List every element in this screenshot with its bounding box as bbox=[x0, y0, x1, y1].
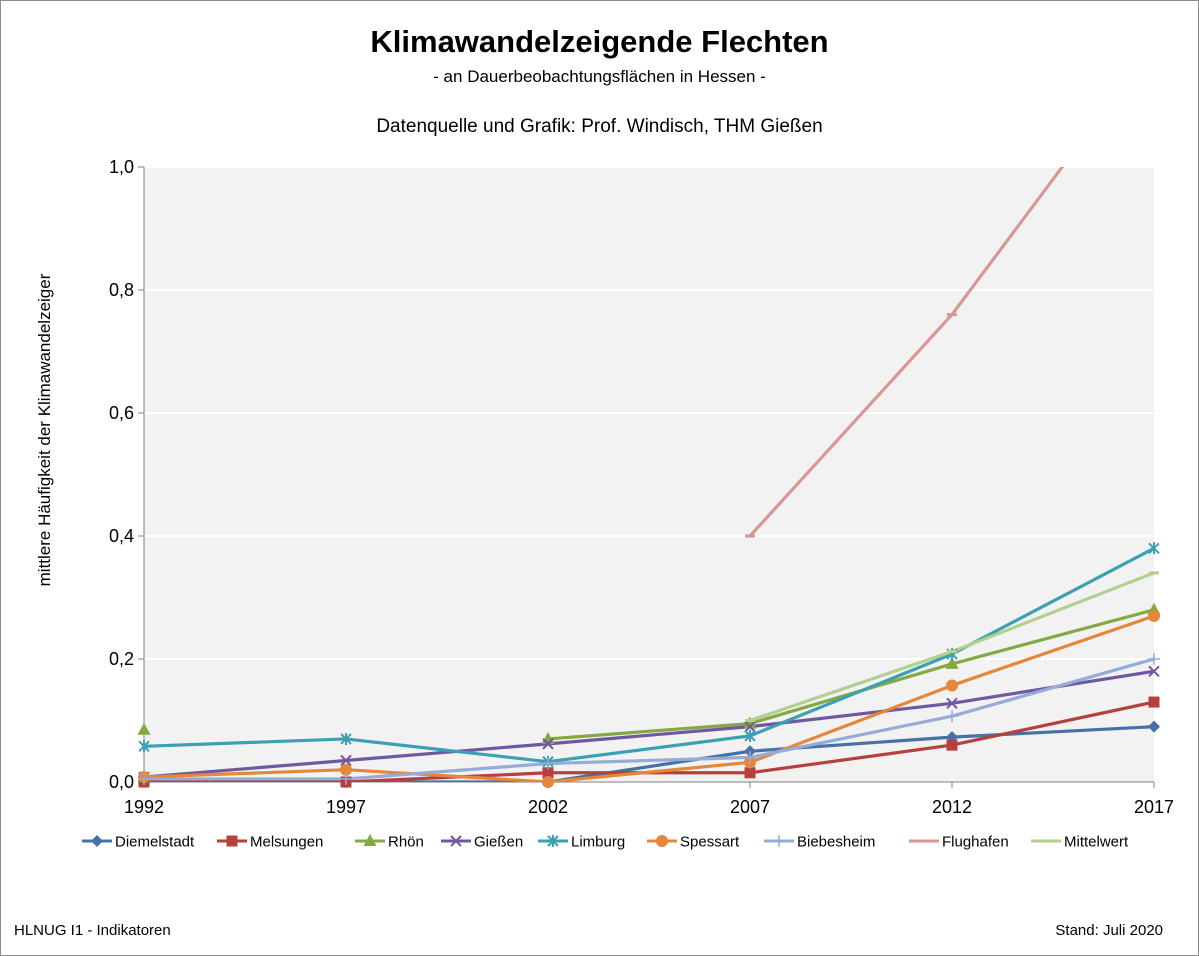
data-point-limburg bbox=[744, 729, 756, 742]
legend-label-spessart: Spessart bbox=[680, 834, 740, 851]
series-line-limburg bbox=[144, 546, 1154, 764]
legend-label-limburg: Limburg bbox=[571, 834, 625, 851]
data-point-rhön bbox=[137, 722, 151, 735]
data-point-melsungen bbox=[1148, 696, 1160, 708]
data-point-gießen bbox=[340, 754, 352, 767]
y-axis-label: mittlere Häufigkeit der Klimawandelzeige… bbox=[35, 273, 54, 586]
footer-left: HLNUG I1 - Indikatoren bbox=[14, 922, 171, 939]
data-point-limburg bbox=[340, 732, 352, 745]
data-point-biebesheim bbox=[138, 772, 150, 785]
legend-label-mittelwert: Mittelwert bbox=[1064, 834, 1129, 851]
data-point-spessart bbox=[1148, 609, 1160, 622]
data-point-gießen bbox=[542, 738, 554, 750]
data-point-spessart bbox=[542, 776, 554, 788]
data-point-rhön bbox=[743, 716, 757, 729]
legend-label-melsungen: Melsungen bbox=[250, 834, 323, 851]
x-tick-label: 2017 bbox=[1134, 797, 1174, 817]
data-point-gießen bbox=[946, 697, 958, 709]
data-point-limburg bbox=[1148, 542, 1160, 555]
data-point-melsungen bbox=[542, 767, 554, 779]
y-tick-label: 0,6 bbox=[109, 403, 134, 423]
series-line-gießen bbox=[144, 669, 1154, 779]
legend-marker-gießen bbox=[450, 835, 462, 847]
x-tick-label: 2012 bbox=[932, 797, 972, 817]
y-tick-label: 0,8 bbox=[109, 280, 134, 300]
legend-marker-limburg bbox=[547, 835, 559, 847]
data-point-biebesheim bbox=[340, 772, 352, 785]
chart-subtitle: - an Dauerbeobachtungsflächen in Hessen … bbox=[433, 67, 766, 86]
y-tick-label: 0,0 bbox=[109, 772, 134, 792]
data-point-limburg bbox=[138, 740, 150, 753]
x-tick-label: 1992 bbox=[124, 797, 164, 817]
legend-marker-diemelstadt bbox=[91, 835, 103, 847]
data-point-diemelstadt bbox=[1148, 720, 1160, 733]
series-line-biebesheim bbox=[144, 657, 1154, 781]
data-point-spessart bbox=[340, 763, 352, 776]
data-point-melsungen bbox=[744, 767, 756, 779]
data-point-biebesheim bbox=[1148, 653, 1160, 665]
legend-marker-biebesheim bbox=[773, 835, 785, 847]
y-tick-label: 0,4 bbox=[109, 526, 134, 546]
data-point-diemelstadt bbox=[744, 745, 756, 758]
data-point-gießen bbox=[1148, 665, 1160, 678]
series-line-spessart bbox=[144, 614, 1154, 782]
legend-label-rhön: Rhön bbox=[388, 834, 424, 851]
data-point-biebesheim bbox=[542, 757, 554, 770]
legend-marker-spessart bbox=[656, 835, 668, 847]
legend-marker-melsungen bbox=[226, 835, 238, 847]
data-point-spessart bbox=[946, 679, 958, 692]
chart-source: Datenquelle und Grafik: Prof. Windisch, … bbox=[376, 116, 823, 137]
data-point-rhön bbox=[945, 656, 959, 669]
legend-marker-rhön bbox=[363, 834, 377, 846]
data-point-biebesheim bbox=[946, 710, 958, 723]
data-point-gießen bbox=[744, 720, 756, 733]
legend-label-diemelstadt: Diemelstadt bbox=[115, 834, 195, 851]
legend-label-flughafen: Flughafen bbox=[942, 834, 1009, 851]
plot-area bbox=[144, 167, 1154, 782]
footer-right: Stand: Juli 2020 bbox=[1055, 922, 1163, 939]
legend-label-gießen: Gießen bbox=[474, 834, 523, 851]
x-tick-label: 2007 bbox=[730, 797, 770, 817]
legend-label-biebesheim: Biebesheim bbox=[797, 834, 875, 851]
x-tick-label: 1997 bbox=[326, 797, 366, 817]
x-tick-label: 2002 bbox=[528, 797, 568, 817]
data-point-melsungen bbox=[946, 739, 958, 751]
y-tick-label: 1,0 bbox=[109, 157, 134, 177]
y-tick-label: 0,2 bbox=[109, 649, 134, 669]
data-point-biebesheim bbox=[744, 751, 756, 764]
chart-title: Klimawandelzeigende Flechten bbox=[370, 24, 829, 59]
